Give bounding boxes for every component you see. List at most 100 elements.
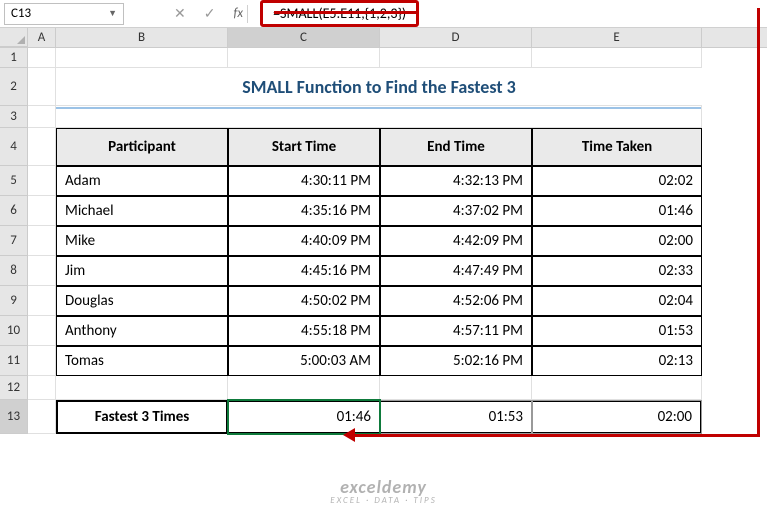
table-row: 6 Michael 4:35:16 PM 4:37:02 PM 01:46 [0,196,767,226]
cell-participant[interactable]: Michael [56,196,228,226]
cell[interactable] [228,48,380,68]
table-header-taken[interactable]: Time Taken [532,128,702,166]
table-row: 10 Anthony 4:55:18 PM 4:57:11 PM 01:53 [0,316,767,346]
chevron-down-icon[interactable]: ▼ [108,8,117,19]
fastest-val-3[interactable]: 02:00 [532,400,702,434]
cell[interactable] [28,166,56,196]
fastest-val-2[interactable]: 01:53 [380,400,532,434]
cell[interactable] [56,376,228,400]
cancel-icon[interactable]: ✕ [174,5,186,22]
table-header-participant[interactable]: Participant [56,128,228,166]
table-header-start[interactable]: Start Time [228,128,380,166]
col-header-d[interactable]: D [380,28,532,47]
select-all-button[interactable] [0,28,28,47]
table-row: 5 Adam 4:30:11 PM 4:32:13 PM 02:02 [0,166,767,196]
callout-line [757,8,760,436]
cell-end[interactable]: 4:52:06 PM [380,286,532,316]
sheet-row: 4 Participant Start Time End Time Time T… [0,128,767,166]
cell[interactable] [28,346,56,376]
title-cell[interactable]: SMALL Function to Find the Fastest 3 [56,68,702,106]
watermark-line1: exceldemy [330,478,437,496]
cell-taken[interactable]: 01:53 [532,316,702,346]
cell[interactable] [28,286,56,316]
enter-icon[interactable]: ✓ [204,5,216,22]
row-header[interactable]: 2 [0,68,28,106]
column-headers: A B C D E [0,28,767,48]
cell-start[interactable]: 4:55:18 PM [228,316,380,346]
cell-taken[interactable]: 01:46 [532,196,702,226]
cell[interactable] [28,256,56,286]
cell-end[interactable]: 4:32:13 PM [380,166,532,196]
row-header[interactable]: 10 [0,316,28,346]
row-header[interactable]: 5 [0,166,28,196]
cell-participant[interactable]: Adam [56,166,228,196]
cell-taken[interactable]: 02:33 [532,256,702,286]
cell[interactable] [28,68,56,106]
row-header[interactable]: 7 [0,226,28,256]
row-header[interactable]: 6 [0,196,28,226]
cell[interactable] [28,226,56,256]
cell-taken[interactable]: 02:04 [532,286,702,316]
cell[interactable] [532,48,702,68]
fastest-label[interactable]: Fastest 3 Times [56,400,228,434]
table-row: 9 Douglas 4:50:02 PM 4:52:06 PM 02:04 [0,286,767,316]
cell-start[interactable]: 4:45:16 PM [228,256,380,286]
col-header-e[interactable]: E [532,28,702,47]
row-header[interactable]: 13 [0,400,28,434]
formula-input[interactable]: =SMALL(E5:E11,{1,2,3}) [260,0,419,27]
name-box[interactable]: C13 ▼ [4,3,124,25]
cell-start[interactable]: 5:00:03 AM [228,346,380,376]
row-header[interactable]: 12 [0,376,28,400]
cell-taken[interactable]: 02:00 [532,226,702,256]
cell-start[interactable]: 4:35:16 PM [228,196,380,226]
cell-start[interactable]: 4:40:09 PM [228,226,380,256]
row-header[interactable]: 11 [0,346,28,376]
cell[interactable] [532,376,702,400]
cell-participant[interactable]: Tomas [56,346,228,376]
cell-end[interactable]: 4:37:02 PM [380,196,532,226]
sheet-row: 3 [0,106,767,128]
fx-icon[interactable]: fx [233,6,243,21]
cell-participant[interactable]: Anthony [56,316,228,346]
row-header[interactable]: 8 [0,256,28,286]
cell-end[interactable]: 4:42:09 PM [380,226,532,256]
cell[interactable] [56,48,228,68]
fastest-val-1[interactable]: 01:46 [228,400,380,434]
cell-end[interactable]: 5:02:16 PM [380,346,532,376]
cell-participant[interactable]: Jim [56,256,228,286]
watermark: exceldemy EXCEL · DATA · TIPS [330,478,437,505]
col-header-b[interactable]: B [56,28,228,47]
cell-end[interactable]: 4:57:11 PM [380,316,532,346]
table-header-end[interactable]: End Time [380,128,532,166]
page-title: SMALL Function to Find the Fastest 3 [242,76,516,98]
cell[interactable] [380,376,532,400]
sheet-row: 2 SMALL Function to Find the Fastest 3 [0,68,767,106]
cell[interactable] [28,376,56,400]
col-header-a[interactable]: A [28,28,56,47]
cell[interactable] [28,48,56,68]
row-header[interactable]: 9 [0,286,28,316]
cell-end[interactable]: 4:47:49 PM [380,256,532,286]
cell-participant[interactable]: Douglas [56,286,228,316]
col-header-c[interactable]: C [228,28,380,47]
cell-taken[interactable]: 02:13 [532,346,702,376]
callout-arrow-icon [343,428,355,442]
sheet-row: 13 Fastest 3 Times 01:46 01:53 02:00 [0,400,767,434]
cell-start[interactable]: 4:30:11 PM [228,166,380,196]
cell-start[interactable]: 4:50:02 PM [228,286,380,316]
cell-taken[interactable]: 02:02 [532,166,702,196]
cell[interactable] [228,376,380,400]
cell[interactable] [28,128,56,166]
row-header[interactable]: 4 [0,128,28,166]
row-header[interactable]: 3 [0,106,28,128]
callout-line [274,11,419,14]
formula-bar-controls: ✕ ✓ fx [174,5,243,22]
cell[interactable] [28,316,56,346]
cell-participant[interactable]: Mike [56,226,228,256]
cell[interactable] [28,196,56,226]
cell[interactable] [28,106,56,128]
cell[interactable] [28,400,56,434]
row-header[interactable]: 1 [0,48,28,68]
cell[interactable] [380,48,532,68]
formula-bar-row: C13 ▼ ✕ ✓ fx =SMALL(E5:E11,{1,2,3}) [0,0,767,28]
